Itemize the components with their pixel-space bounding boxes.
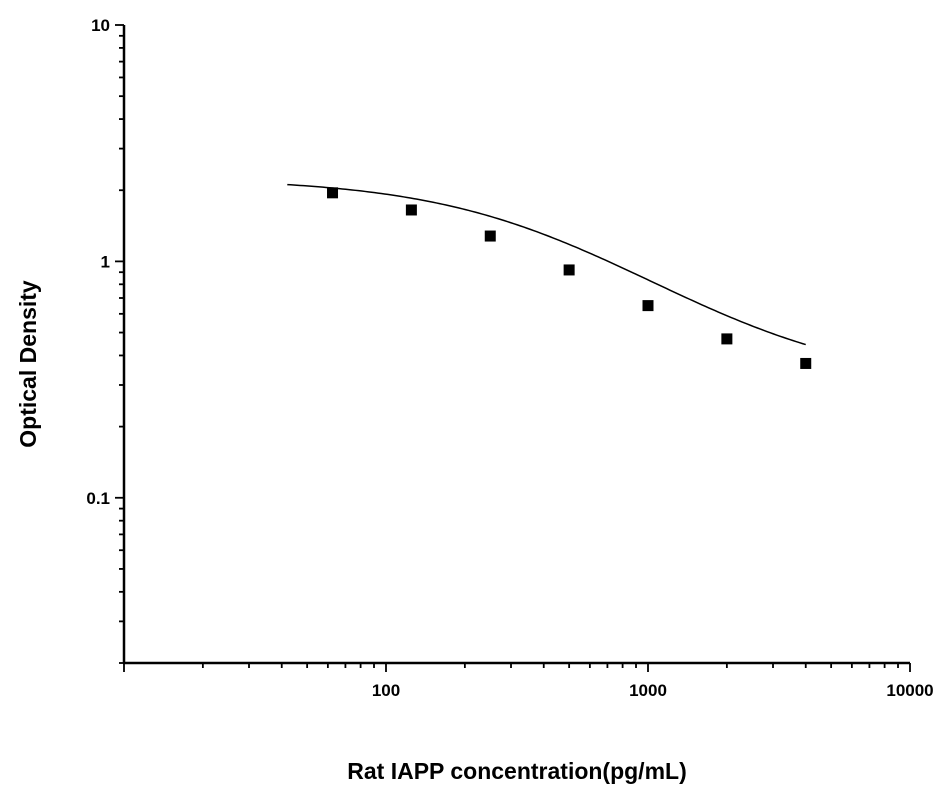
y-tick-label: 1 — [101, 252, 110, 271]
y-tick-label: 10 — [91, 16, 110, 35]
fit-curve-line — [287, 185, 805, 345]
data-point — [485, 231, 496, 242]
axis-ticks — [115, 25, 910, 672]
y-tick-label: 0.1 — [86, 489, 110, 508]
y-axis-title: Optical Density — [15, 280, 41, 448]
data-point — [721, 333, 732, 344]
x-tick-label: 10000 — [886, 681, 933, 700]
x-tick-label: 100 — [372, 681, 400, 700]
data-point — [564, 264, 575, 275]
data-point — [800, 358, 811, 369]
x-tick-label: 1000 — [629, 681, 667, 700]
x-axis-title: Rat IAPP concentration(pg/mL) — [347, 758, 687, 784]
data-point — [327, 187, 338, 198]
data-point — [643, 300, 654, 311]
data-point — [406, 204, 417, 215]
axes — [123, 25, 910, 663]
data-points — [327, 187, 811, 369]
